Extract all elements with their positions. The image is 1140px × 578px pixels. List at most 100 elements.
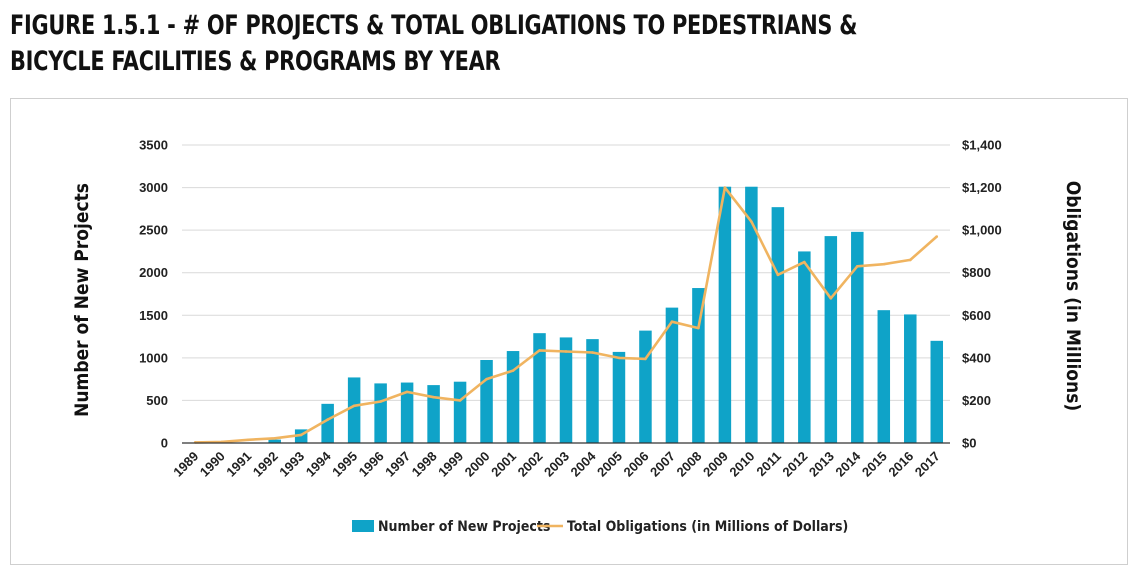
bar — [427, 385, 440, 443]
x-tick-label: 2011 — [753, 449, 784, 480]
line-point — [591, 351, 594, 354]
y2-axis-title: Obligations (in Millions) — [1062, 181, 1084, 411]
line-point — [379, 400, 382, 403]
chart-frame — [10, 98, 1128, 565]
x-tick-label: 2013 — [806, 449, 837, 480]
bar — [506, 351, 520, 443]
bar — [453, 381, 467, 443]
line-point — [829, 296, 833, 300]
line-point — [617, 356, 621, 360]
legend: Number of New Projects Total Obligations … — [352, 519, 848, 535]
bar — [798, 251, 811, 443]
x-tick-label: 2007 — [647, 449, 678, 480]
x-tick-label: 1998 — [409, 449, 440, 480]
line-point — [564, 350, 568, 353]
chart-title: FIGURE 1.5.1 - # OF PROJECTS & TOTAL OBL… — [10, 8, 857, 80]
x-tick-label: 2002 — [515, 449, 546, 480]
line-point — [697, 326, 700, 330]
line-point — [856, 265, 859, 268]
x-tick-label: 2016 — [885, 449, 916, 480]
line-point — [485, 377, 488, 381]
gridlines — [182, 144, 950, 401]
bar — [824, 236, 838, 443]
x-tick-label: 1993 — [276, 449, 307, 480]
y2-tick-label: $400 — [962, 350, 991, 365]
line-point — [246, 438, 250, 442]
bar-series-number-of-new-projects — [241, 186, 944, 443]
bar — [374, 383, 387, 443]
bar — [745, 186, 758, 443]
legend-swatch-bars — [352, 520, 374, 532]
x-tick-label: 2000 — [462, 449, 493, 480]
y-tick-label: 2500 — [139, 223, 168, 238]
line-point — [432, 395, 435, 399]
y-axis-title: Number of New Projects — [71, 183, 93, 417]
x-tick-label: 2008 — [673, 449, 704, 480]
x-tick-label: 2001 — [488, 449, 519, 480]
line-point — [670, 320, 674, 323]
line-point — [935, 235, 939, 238]
y-tick-label: 500 — [146, 393, 168, 408]
line-point — [299, 433, 303, 437]
line-point — [352, 404, 356, 408]
x-tick-label: 2004 — [568, 448, 600, 480]
x-tick-label: 2017 — [912, 449, 943, 480]
y-tick-label: 1500 — [139, 308, 168, 323]
line-point — [776, 273, 780, 277]
line-point — [803, 260, 806, 264]
line-point — [750, 220, 753, 223]
bar — [268, 439, 281, 443]
x-tick-label: 1990 — [197, 449, 228, 480]
y2-tick-label: $1,000 — [962, 223, 1002, 238]
line-point — [908, 258, 912, 262]
bar — [718, 186, 732, 443]
line-point — [273, 437, 276, 440]
bar — [639, 330, 652, 443]
line-series-total-obligations — [193, 186, 939, 444]
bar — [851, 231, 864, 443]
bar — [347, 377, 361, 443]
bar — [586, 339, 599, 443]
y2-tick-label: $200 — [962, 393, 991, 408]
x-tick-label: 1994 — [303, 448, 335, 480]
x-tick-label: 1995 — [329, 449, 360, 480]
line-point — [405, 390, 409, 394]
bar — [877, 310, 891, 443]
x-tick-label: 1989 — [170, 449, 201, 480]
y2-tick-label: $1,400 — [962, 138, 1002, 153]
y-tick-label: 3000 — [139, 180, 168, 195]
x-tick-label: 2005 — [594, 449, 625, 480]
x-tick-label: 1997 — [382, 449, 413, 480]
bar — [533, 333, 546, 443]
chart-title-line-1: FIGURE 1.5.1 - # OF PROJECTS & TOTAL OBL… — [10, 10, 858, 41]
y-tick-label: 1000 — [139, 350, 168, 365]
legend-label-bars: Number of New Projects — [378, 519, 550, 535]
bar — [559, 337, 573, 443]
x-tick-label: 1999 — [435, 449, 466, 480]
bar — [321, 403, 334, 443]
bar — [612, 351, 626, 443]
bar — [400, 382, 414, 443]
y-tick-label: 0 — [161, 436, 168, 451]
bar — [904, 314, 917, 443]
line-point — [326, 418, 329, 421]
x-tick-label: 2014 — [832, 448, 864, 480]
y2-tick-label: $0 — [962, 436, 976, 451]
bar — [480, 359, 493, 443]
y2-tick-label: $600 — [962, 308, 991, 323]
y2-tick-label: $1,200 — [962, 180, 1002, 195]
x-tick-label: 2010 — [726, 449, 757, 480]
line-point — [511, 369, 515, 372]
y2-tick-label: $800 — [962, 265, 991, 280]
x-tick-label: 1992 — [250, 449, 281, 480]
line-point — [538, 349, 541, 352]
y-tick-label: 3500 — [139, 138, 168, 153]
x-tick-label: 2012 — [779, 449, 810, 480]
bar — [930, 340, 944, 443]
x-tick-label: 1996 — [356, 449, 387, 480]
x-tick-label: 2015 — [859, 449, 890, 480]
line-point — [458, 399, 462, 402]
x-tick-label: 2003 — [541, 449, 572, 480]
legend-label-line: Total Obligations (in Millions of Dollar… — [567, 519, 848, 535]
bar — [665, 307, 679, 443]
